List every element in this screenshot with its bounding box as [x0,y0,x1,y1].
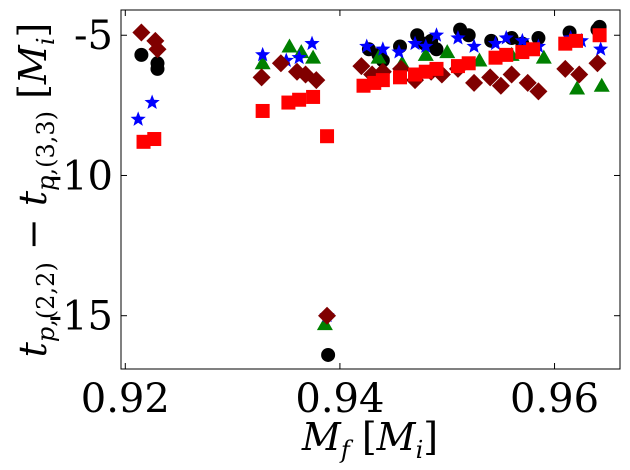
square-point [515,45,530,60]
triangle-point [569,80,586,95]
plot-frame [120,9,621,370]
star-point [418,38,434,53]
triangle-point [305,49,322,64]
square-point [306,89,321,104]
y-axis-label: tp,(2,2) − tp,(3,3) [Mi] [11,23,60,358]
square-point [356,78,371,93]
circle-point [321,347,336,362]
diamond-point [132,23,151,42]
diamond-point [529,82,548,101]
square-point [292,92,307,107]
diamond-point [271,54,290,73]
x-tick-label: 0.96 [510,376,599,422]
x-tick-label: 0.94 [295,376,384,422]
square-point [255,103,270,118]
data-marks [130,19,610,362]
star-point [428,27,445,42]
star-point [450,30,466,45]
star-point [359,38,375,53]
diamond-point [556,59,575,78]
square-point [461,56,476,71]
diamond-point [570,65,589,84]
star-point [130,111,146,126]
square-point [136,134,151,149]
diamond-point [318,306,337,325]
square-point [408,67,423,82]
star-point [466,38,482,53]
diamond-point [252,68,271,87]
square-point [281,95,296,110]
square-point [526,42,541,57]
star-point [487,35,504,51]
triangle-point [439,44,456,59]
star-point [291,49,307,65]
star-point [514,32,530,48]
diamond-point [502,65,521,84]
square-point [375,73,390,88]
triangle-point [281,38,298,53]
square-point [418,64,433,79]
y-tick-label: -10 [49,153,113,199]
star-point [144,94,160,110]
y-tick-label: -15 [49,294,113,340]
star-point [304,35,320,51]
triangle-point [370,49,387,64]
diamond-point [148,40,167,59]
circle-point [150,56,165,71]
star-point [407,35,423,51]
star-point [498,30,514,45]
star-point [391,44,407,59]
square-point [429,61,444,76]
square-point [558,36,573,51]
square-point [147,132,162,147]
y-tick-label: -5 [74,13,113,59]
triangle-point [417,46,434,61]
star-point [375,41,391,56]
series-square [136,28,607,149]
diamond-point [307,71,326,90]
square-point [488,50,503,65]
square-point [499,47,514,62]
square-point [393,70,408,85]
diamond-point [481,68,500,87]
axis-ticks [121,10,620,369]
diamond-point [465,73,484,92]
diamond-point [518,73,537,92]
diamond-point [491,76,510,95]
triangle-point [254,55,271,70]
star-point [255,46,271,62]
diamond-point [588,54,607,73]
star-point [593,41,609,56]
diamond-point [352,57,371,76]
square-point [450,59,465,74]
circle-point [429,42,444,57]
square-point [320,129,335,144]
square-point [592,28,607,43]
triangle-point [316,316,333,331]
circle-point [531,31,546,46]
square-point [569,33,584,48]
triangle-point [593,77,610,92]
circle-point [461,28,476,43]
tick-labels: 0.92 0.94 0.96 -5 -10 -15 [49,13,599,422]
x-axis-label: Mf [Mi] [301,415,438,464]
triangle-point [535,49,552,64]
circle-point [134,47,149,62]
x-tick-label: 0.92 [81,376,170,422]
